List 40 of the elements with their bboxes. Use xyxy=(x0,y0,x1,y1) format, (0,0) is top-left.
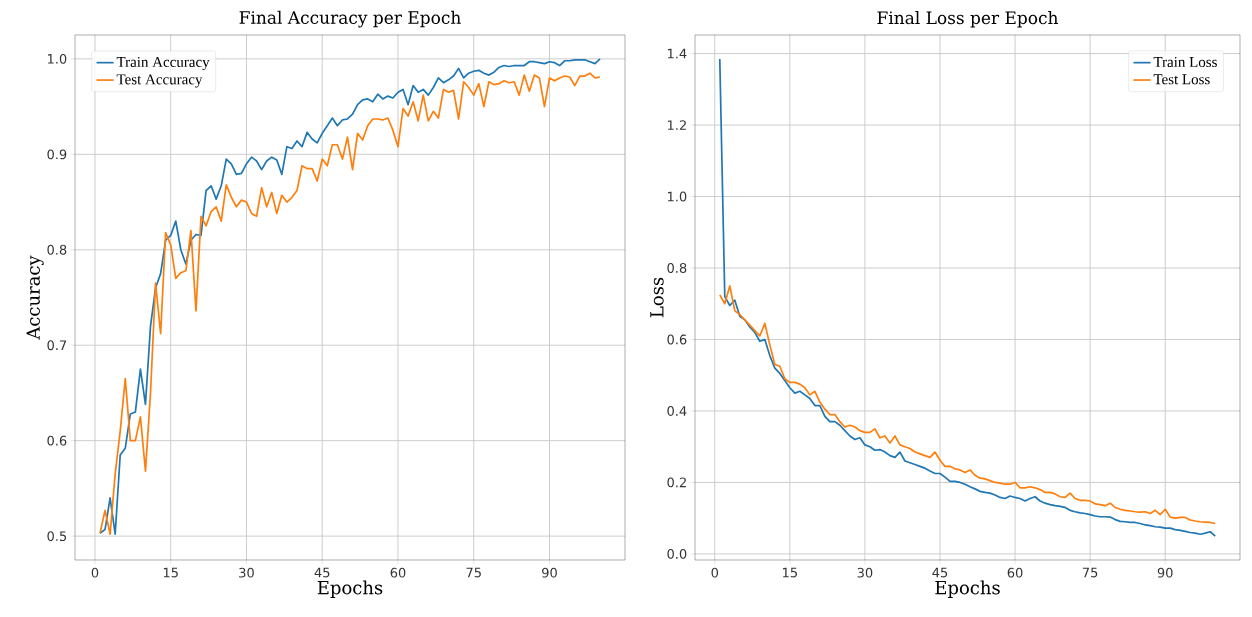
x-tick-label: 0 xyxy=(711,567,719,578)
x-tick-label: 75 xyxy=(466,567,481,578)
x-tick-label: 45 xyxy=(314,567,330,578)
legend-label: Train Accuracy xyxy=(116,56,210,71)
chart-title: Final Accuracy per Epoch xyxy=(239,10,461,28)
x-tick-label: 90 xyxy=(1157,567,1173,578)
x-tick-label: 45 xyxy=(932,567,948,578)
legend-label: Train Loss xyxy=(1153,56,1217,68)
y-tick-label: 0.4 xyxy=(667,406,687,416)
y-tick-label: 0.0 xyxy=(667,549,687,559)
y-tick-label: 1.4 xyxy=(667,48,687,59)
y-axis-title: Loss xyxy=(650,277,664,318)
x-tick-label: 15 xyxy=(783,567,797,578)
y-tick-label: 0.2 xyxy=(667,477,686,488)
x-tick-label: 75 xyxy=(1082,567,1098,578)
y-tick-label: 0.6 xyxy=(667,334,687,345)
y-tick-label: 1.2 xyxy=(667,120,686,130)
legend-label: Test Accuracy xyxy=(116,74,203,88)
y-tick-label: 1.0 xyxy=(47,53,67,64)
legend-label: Test Loss xyxy=(1153,74,1210,85)
x-tick-label: 90 xyxy=(542,567,557,578)
x-tick-label: 30 xyxy=(239,567,254,578)
y-tick-label: 1.0 xyxy=(667,191,687,202)
line-series xyxy=(718,58,1217,537)
y-tick-label: 0.6 xyxy=(47,435,67,446)
y-tick-label: 0.5 xyxy=(47,531,67,542)
y-axis-title: Accuracy xyxy=(26,255,44,340)
y-tick-label: 0.8 xyxy=(47,244,67,255)
x-axis-title: Epochs xyxy=(317,580,383,598)
line-series xyxy=(718,285,1217,525)
x-tick-label: 60 xyxy=(1007,567,1023,578)
x-tick-label: 60 xyxy=(390,567,406,578)
chart-title: Final Loss per Epoch xyxy=(877,11,1059,28)
y-tick-label: 0.7 xyxy=(47,340,67,351)
x-tick-label: 15 xyxy=(163,567,178,578)
y-tick-label: 0.9 xyxy=(47,149,67,160)
y-tick-label: 0.8 xyxy=(667,263,687,273)
x-tick-label: 30 xyxy=(857,567,873,578)
x-axis-title: Epochs xyxy=(935,580,1000,598)
x-tick-label: 0 xyxy=(91,567,99,578)
